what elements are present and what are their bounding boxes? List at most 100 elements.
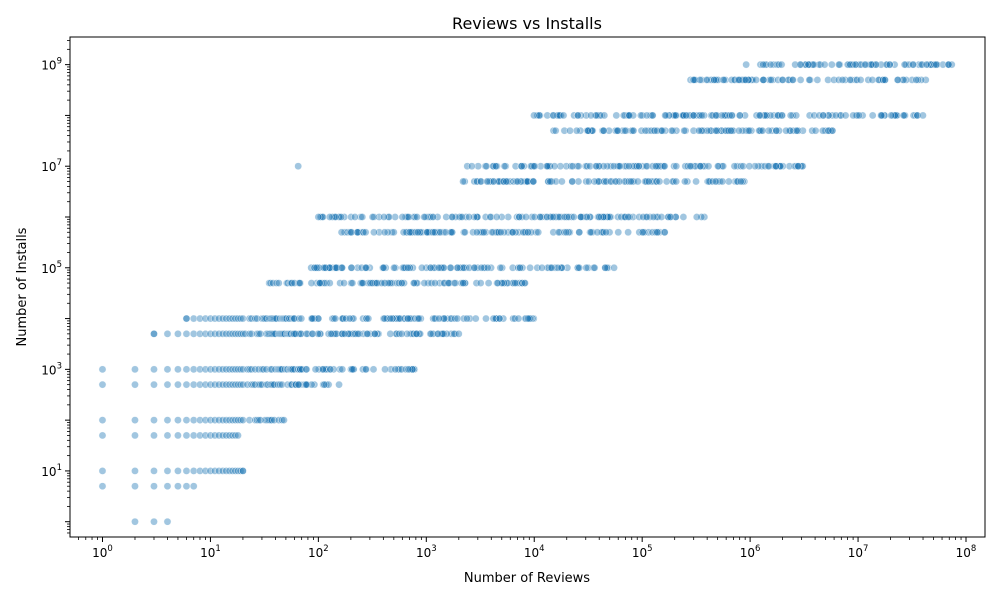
scatter-point-674 bbox=[446, 263, 455, 272]
scatter-point-669 bbox=[483, 263, 492, 272]
scatter-point-851 bbox=[518, 213, 526, 221]
scatter-point-1132 bbox=[633, 162, 641, 170]
scatter-point-96 bbox=[222, 380, 230, 389]
scatter-point-342 bbox=[397, 330, 406, 338]
scatter-point-340 bbox=[395, 330, 404, 338]
scatter-point-808 bbox=[504, 213, 512, 221]
scatter-point-1453 bbox=[868, 76, 877, 84]
scatter-point-660 bbox=[516, 263, 524, 272]
scatter-point-97 bbox=[225, 380, 234, 389]
scatter-point-615 bbox=[390, 263, 398, 272]
scatter-point-974 bbox=[470, 177, 479, 186]
scatter-point-469 bbox=[495, 314, 504, 323]
scatter-point-1467 bbox=[767, 76, 775, 84]
scatter-point-907 bbox=[576, 213, 585, 221]
scatter-point-1188 bbox=[566, 126, 574, 135]
scatter-point-1016 bbox=[459, 177, 467, 186]
scatter-point-49 bbox=[131, 416, 139, 424]
scatter-point-646 bbox=[554, 263, 562, 272]
scatter-point-136 bbox=[294, 380, 303, 389]
scatter-point-651 bbox=[459, 263, 468, 272]
scatter-point-730 bbox=[599, 228, 607, 237]
scatter-point-24 bbox=[225, 467, 234, 475]
scatter-point-918 bbox=[583, 213, 591, 221]
scatter-point-44 bbox=[225, 431, 234, 440]
scatter-point-10 bbox=[98, 467, 107, 475]
scatter-point-1339 bbox=[849, 111, 857, 120]
scatter-point-905 bbox=[599, 213, 608, 221]
scatter-point-787 bbox=[347, 228, 356, 237]
scatter-point-671 bbox=[470, 263, 479, 272]
scatter-point-1495 bbox=[791, 60, 799, 69]
scatter-point-230 bbox=[326, 365, 335, 374]
scatter-point-553 bbox=[493, 279, 502, 287]
scatter-point-1506 bbox=[820, 60, 829, 69]
scatter-point-355 bbox=[228, 314, 237, 323]
scatter-point-535 bbox=[386, 279, 394, 287]
scatter-point-501 bbox=[340, 279, 348, 287]
scatter-point-1362 bbox=[887, 111, 896, 120]
scatter-point-1070 bbox=[699, 162, 708, 170]
scatter-point-1175 bbox=[647, 126, 655, 135]
scatter-point-156 bbox=[228, 365, 237, 374]
scatter-point-1502 bbox=[846, 60, 855, 69]
scatter-point-785 bbox=[562, 228, 571, 237]
scatter-point-1239 bbox=[824, 126, 833, 135]
scatter-point-613 bbox=[418, 263, 426, 272]
scatter-point-1415 bbox=[696, 76, 704, 84]
scatter-point-888 bbox=[486, 213, 495, 221]
scatter-point-648 bbox=[338, 263, 346, 272]
scatter-point-337 bbox=[308, 330, 317, 338]
scatter-point-1009 bbox=[513, 177, 522, 186]
scatter-point-1189 bbox=[605, 126, 613, 135]
scatter-point-865 bbox=[458, 213, 466, 221]
scatter-point-459 bbox=[308, 314, 317, 323]
scatter-point-87 bbox=[174, 380, 182, 389]
scatter-point-89 bbox=[189, 380, 198, 389]
scatter-point-1020 bbox=[483, 177, 491, 186]
scatter-point-779 bbox=[472, 228, 481, 237]
scatter-point-516 bbox=[347, 279, 355, 287]
scatter-point-462 bbox=[526, 314, 534, 323]
scatter-point-1468 bbox=[924, 60, 932, 69]
scatter-point-453 bbox=[380, 314, 389, 323]
scatter-point-910 bbox=[569, 213, 578, 221]
scatter-point-3 bbox=[98, 482, 107, 491]
scatter-point-647 bbox=[310, 263, 319, 272]
scatter-point-760 bbox=[480, 228, 488, 237]
scatter-point-539 bbox=[440, 279, 448, 287]
scatter-point-1113 bbox=[543, 162, 551, 170]
scatter-point-1216 bbox=[613, 126, 622, 135]
scatter-point-1514 bbox=[905, 60, 913, 69]
scatter-point-444 bbox=[451, 314, 459, 323]
scatter-point-1406 bbox=[813, 76, 822, 84]
scatter-point-1073 bbox=[691, 162, 700, 170]
scatter-point-904 bbox=[549, 213, 558, 221]
scatter-point-1470 bbox=[756, 60, 765, 69]
scatter-point-137 bbox=[320, 380, 329, 389]
scatter-point-850 bbox=[528, 213, 536, 221]
scatter-point-1011 bbox=[489, 177, 498, 186]
scatter-point-778 bbox=[653, 228, 662, 237]
scatter-point-768 bbox=[521, 228, 530, 237]
scatter-point-1223 bbox=[724, 126, 733, 135]
scatter-point-695 bbox=[588, 228, 597, 237]
scatter-point-83 bbox=[98, 380, 107, 389]
scatter-point-354 bbox=[225, 314, 234, 323]
scatter-point-655 bbox=[465, 263, 474, 272]
scatter-point-913 bbox=[470, 213, 479, 221]
scatter-point-51 bbox=[163, 416, 172, 424]
scatter-point-1354 bbox=[559, 111, 568, 120]
scatter-point-79 bbox=[270, 416, 279, 424]
scatter-point-343 bbox=[434, 330, 442, 338]
scatter-point-319 bbox=[296, 330, 305, 338]
scatter-point-1371 bbox=[819, 111, 827, 120]
scatter-point-614 bbox=[400, 263, 408, 272]
scatter-point-329 bbox=[314, 330, 322, 338]
scatter-point-168 bbox=[262, 365, 271, 374]
scatter-point-1038 bbox=[757, 162, 766, 170]
scatter-point-1136 bbox=[574, 162, 583, 170]
scatter-point-534 bbox=[395, 279, 403, 287]
scatter-point-234 bbox=[182, 330, 191, 338]
